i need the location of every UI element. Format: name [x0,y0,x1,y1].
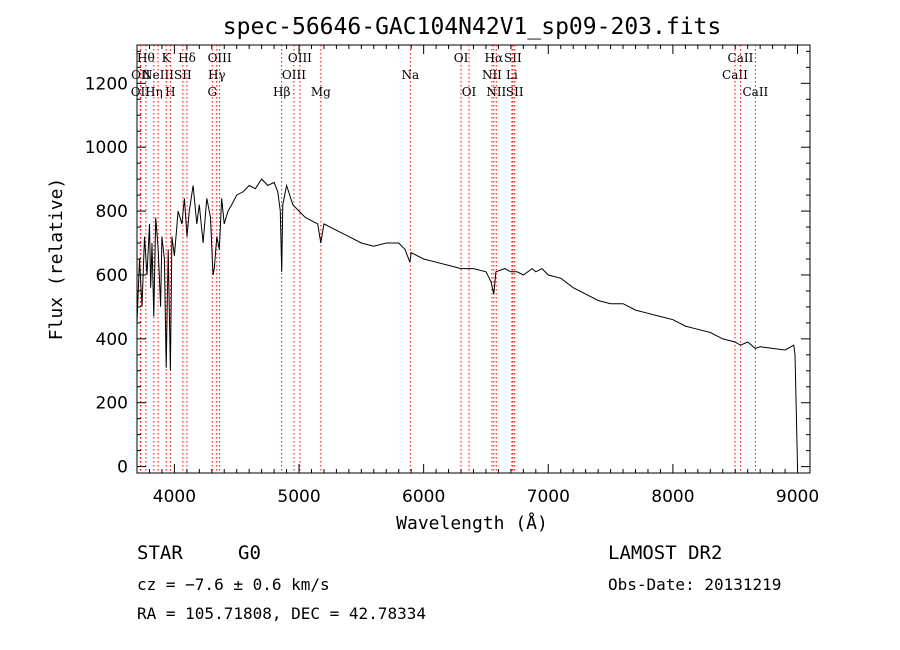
line-marker-label: Hθ [137,51,155,65]
survey-name: LAMOST DR2 [608,542,722,564]
line-marker-label: Hβ [273,85,290,99]
line-marker-label: Hγ [208,68,226,82]
plot-area: OIIOIIHθHηNeIIIKHSIIHδGHγOIIIHβOIIIOIIIM… [85,44,819,507]
line-marker-label: NII [486,85,506,99]
x-axis: 4000 5000 6000 7000 8000 9000 [148,45,819,507]
info-panel: STAR G0 cz = −7.6 ± 0.6 km/s RA = 105.71… [137,542,781,623]
y-tick-label: 800 [96,202,128,222]
y-tick-label: 600 [96,266,128,286]
line-marker-label: SII [174,68,192,82]
line-marker-label: Na [401,68,419,82]
line-marker-label: CaII [742,85,768,99]
spectrum-series [136,178,798,467]
x-tick-label: 8000 [651,487,694,507]
x-tick-label: 6000 [402,487,445,507]
line-marker-label: K [162,51,172,65]
line-marker-label: OI [462,85,477,99]
line-marker-label: Li [506,68,518,82]
line-marker-label: SII [506,85,524,99]
line-marker-label: OIII [282,68,306,82]
coordinates: RA = 105.71808, DEC = 42.78334 [137,604,426,623]
x-tick-label: 5000 [277,487,320,507]
line-marker-label: CaII [722,68,748,82]
line-marker-label: OIII [208,51,232,65]
line-marker-label: NII [482,68,502,82]
line-marker-label: SII [504,51,522,65]
line-marker-label: Mg [311,85,331,99]
y-tick-label: 0 [117,458,128,478]
spectrum-line [136,178,798,467]
chart-title: spec-56646-GAC104N42V1_sp09-203.fits [223,14,722,40]
y-axis: 0 200 400 600 800 1000 1200 [85,50,810,478]
y-tick-label: 400 [96,330,128,350]
y-tick-label: 200 [96,394,128,414]
y-tick-label: 1000 [85,138,128,158]
line-marker-label: Hα [485,51,504,65]
line-marker-label: H [165,85,175,99]
line-markers: OIIOIIHθHηNeIIIKHSIIHδGHγOIIIHβOIIIOIIIM… [131,45,769,473]
obs-date: Obs-Date: 20131219 [608,575,781,594]
plot-frame [136,44,811,474]
line-marker-label: CaII [728,51,754,65]
y-axis-title: Flux (relative) [46,178,67,341]
line-marker-label: OII [131,85,151,99]
x-axis-title: Wavelength (Å) [396,512,548,534]
line-marker-label: NeIII [142,68,174,82]
line-marker-label: G [207,85,217,99]
subclass: G0 [238,542,261,564]
x-tick-label: 9000 [776,487,819,507]
line-marker-label: OI [454,51,469,65]
x-tick-label: 7000 [527,487,570,507]
object-type: STAR [137,542,183,564]
line-marker-label: Hη [145,85,163,99]
x-tick-label: 4000 [153,487,196,507]
line-marker-label: Hδ [178,51,196,65]
redshift-cz: cz = −7.6 ± 0.6 km/s [137,575,330,594]
line-marker-label: OIII [288,51,312,65]
y-tick-label: 1200 [85,74,128,94]
